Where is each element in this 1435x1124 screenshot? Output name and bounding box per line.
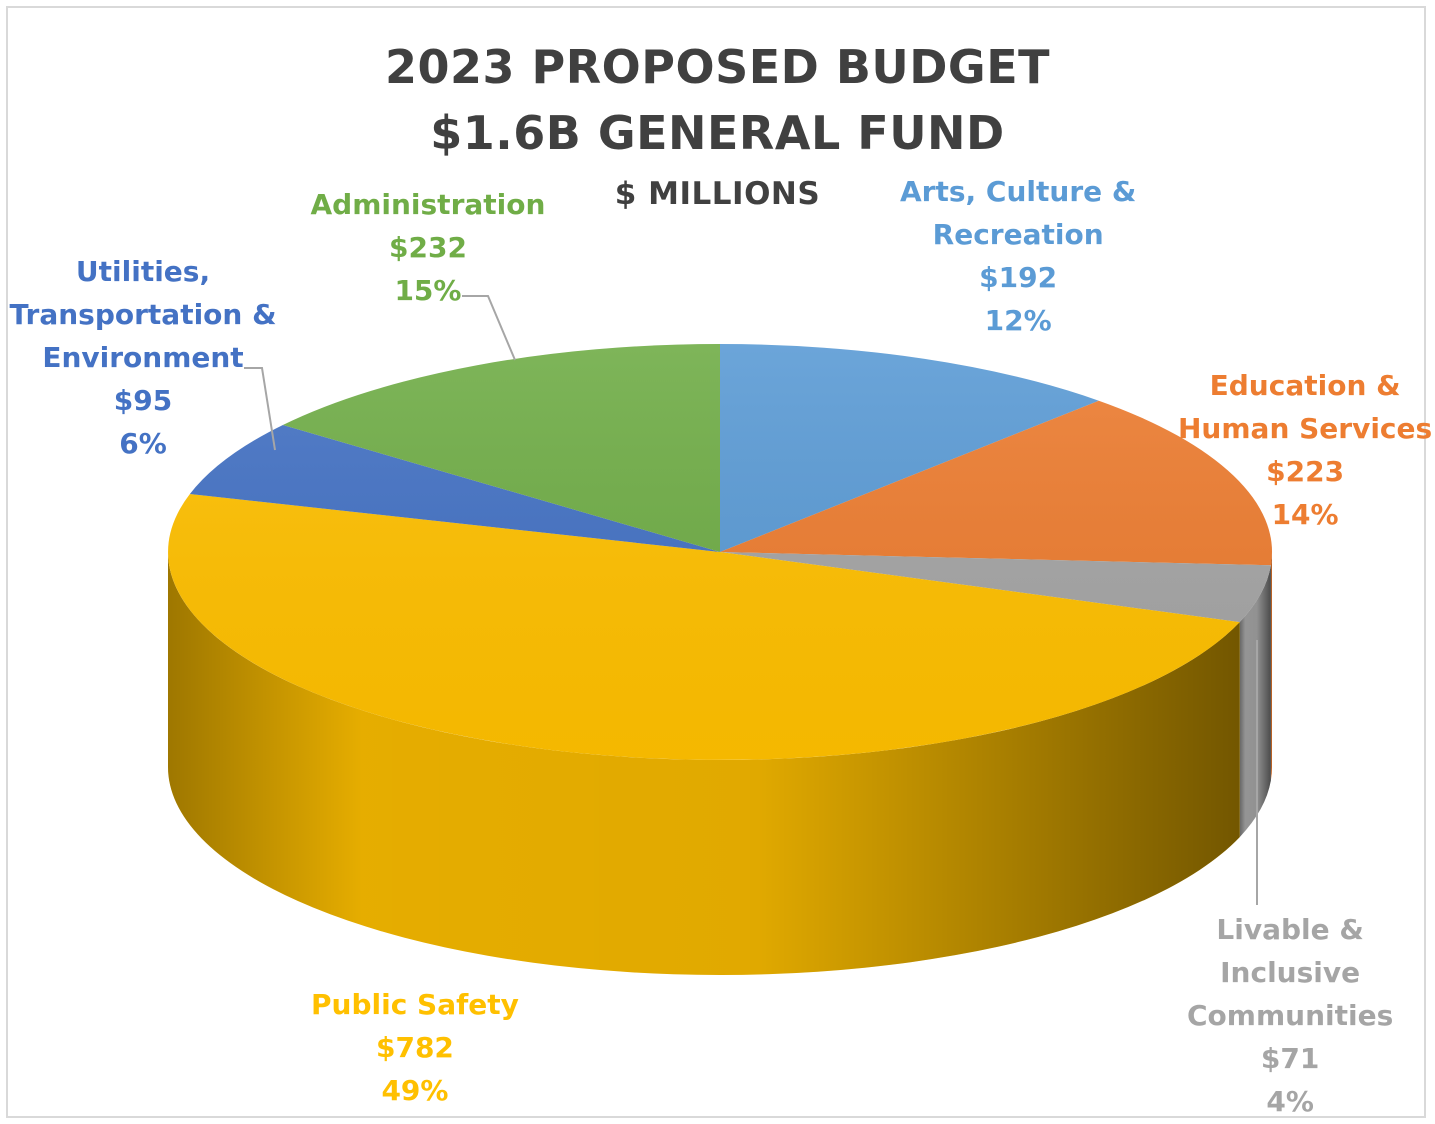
slice-label-5: Administration $232 15%	[311, 183, 546, 312]
slice-value: $782	[375, 1031, 454, 1064]
slice-name-line: Arts, Culture &	[900, 175, 1137, 208]
slice-name-line: Communities	[1187, 999, 1394, 1032]
slice-percent: 12%	[984, 304, 1052, 337]
slice-name-line: Administration	[310, 188, 546, 221]
pie-side-shade-3	[168, 552, 1240, 975]
slice-label-3: Public Safety $782 49%	[311, 983, 519, 1112]
pie-side-shade-2	[1239, 565, 1271, 838]
slice-name-line: Recreation	[932, 218, 1104, 251]
slice-name-line: Inclusive	[1220, 956, 1361, 989]
slice-name-line: Livable &	[1216, 913, 1364, 946]
slice-percent: 14%	[1271, 498, 1339, 531]
chart-title: 2023 PROPOSED BUDGET	[384, 40, 1050, 94]
slice-label-4: Utilities, Transportation & Environment $95…	[10, 250, 277, 465]
slice-value: $95	[113, 384, 173, 417]
leader-line-5	[462, 295, 516, 361]
slice-percent: 15%	[394, 274, 462, 307]
slice-name-line: Public Safety	[311, 988, 519, 1021]
slice-value: $71	[1260, 1042, 1320, 1075]
slice-name-line: Transportation &	[9, 298, 277, 331]
slice-name-line: Environment	[42, 341, 244, 374]
pie-top-highlight	[168, 344, 1272, 760]
slice-percent: 4%	[1266, 1085, 1314, 1118]
chart-subtitle: $1.6B GENERAL FUND	[430, 106, 1005, 160]
slice-percent: 49%	[381, 1074, 449, 1107]
slice-value: $223	[1266, 455, 1345, 488]
slice-label-1: Education & Human Services $223 14%	[1178, 364, 1432, 536]
slice-label-2: Livable & Inclusive Communities $71 4%	[1187, 908, 1393, 1123]
slice-name-line: Education &	[1209, 369, 1401, 402]
unit-label: $ MILLIONS	[614, 176, 821, 212]
slice-name-line: Utilities,	[75, 255, 211, 288]
slice-value: $192	[979, 261, 1058, 294]
chart-frame	[6, 6, 1426, 1118]
pie-side-shade-1	[1270, 552, 1273, 781]
slice-percent: 6%	[119, 427, 167, 460]
slice-label-0: Arts, Culture & Recreation $192 12%	[900, 170, 1136, 342]
slice-name-line: Human Services	[1178, 412, 1433, 445]
slice-value: $232	[389, 231, 467, 264]
leader-line-4	[244, 367, 276, 451]
